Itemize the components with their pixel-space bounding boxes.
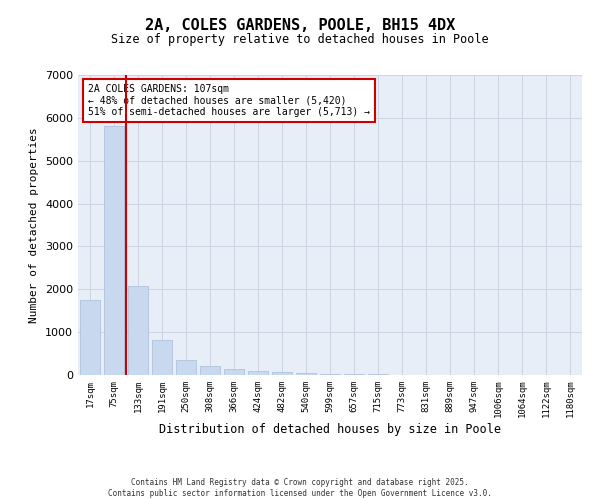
Text: Size of property relative to detached houses in Poole: Size of property relative to detached ho… xyxy=(111,32,489,46)
Bar xyxy=(224,370,244,375)
Text: 2A, COLES GARDENS, POOLE, BH15 4DX: 2A, COLES GARDENS, POOLE, BH15 4DX xyxy=(145,18,455,32)
Bar xyxy=(344,374,364,375)
Bar xyxy=(80,300,100,375)
Bar xyxy=(176,360,196,375)
Bar xyxy=(368,374,388,375)
Bar xyxy=(320,374,340,375)
Text: Contains HM Land Registry data © Crown copyright and database right 2025.
Contai: Contains HM Land Registry data © Crown c… xyxy=(108,478,492,498)
Text: 2A COLES GARDENS: 107sqm
← 48% of detached houses are smaller (5,420)
51% of sem: 2A COLES GARDENS: 107sqm ← 48% of detach… xyxy=(88,84,370,117)
Bar xyxy=(200,366,220,375)
Y-axis label: Number of detached properties: Number of detached properties xyxy=(29,127,40,323)
Bar xyxy=(296,372,316,375)
Bar xyxy=(248,371,268,375)
X-axis label: Distribution of detached houses by size in Poole: Distribution of detached houses by size … xyxy=(159,423,501,436)
Bar xyxy=(272,372,292,375)
Bar xyxy=(152,340,172,375)
Bar xyxy=(128,286,148,375)
Bar xyxy=(104,126,124,375)
